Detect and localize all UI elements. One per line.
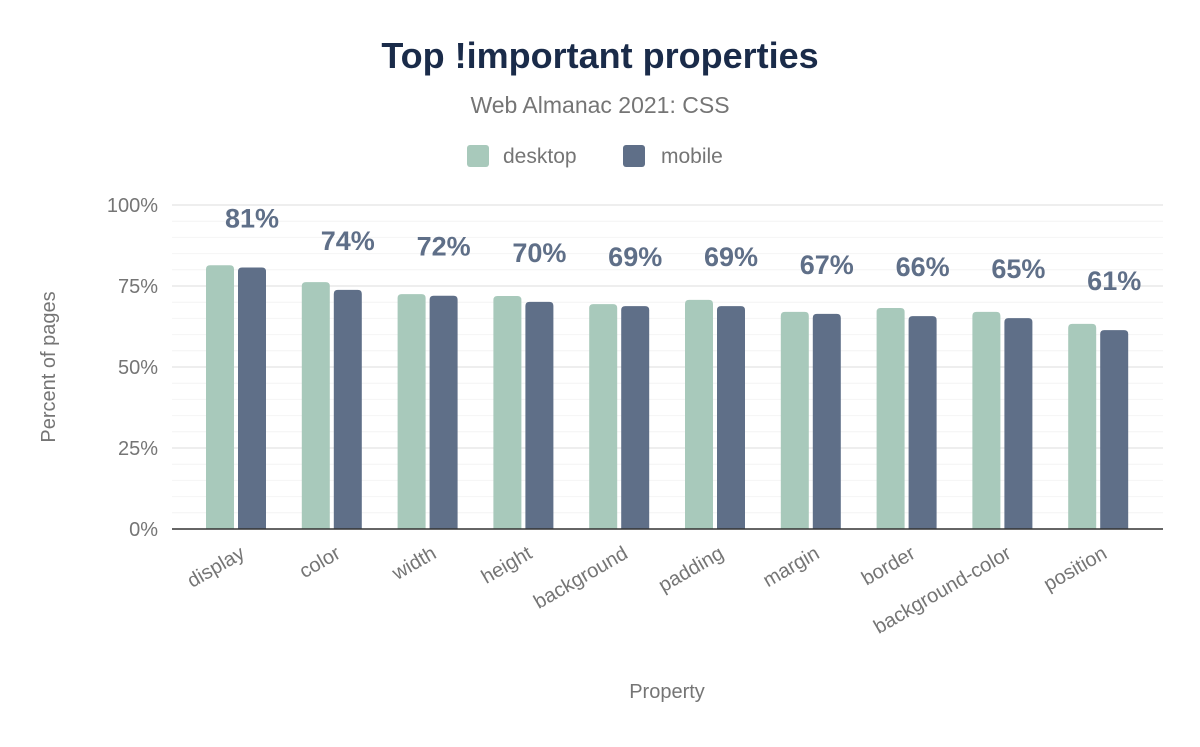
bar-mobile-color <box>333 289 362 529</box>
bar-mobile-background <box>621 306 650 529</box>
bar-mobile-border <box>908 316 937 529</box>
y-tick-label: 75% <box>118 276 158 298</box>
x-tick-label: background <box>530 542 632 613</box>
bar-desktop-margin <box>780 311 809 529</box>
bar-desktop-background-color <box>972 311 1001 529</box>
data-label: 69% <box>704 242 758 272</box>
y-tick-label: 0% <box>129 519 158 541</box>
bar-mobile-background-color <box>1004 318 1033 529</box>
y-tick-label: 100% <box>107 195 158 217</box>
data-label: 70% <box>512 238 566 268</box>
x-axis-label: Property <box>629 681 705 703</box>
y-tick-label: 25% <box>118 438 158 460</box>
bar-mobile-width <box>429 295 458 529</box>
data-label: 67% <box>800 250 854 280</box>
legend-swatch-mobile <box>623 145 645 167</box>
legend-swatch-desktop <box>467 145 489 167</box>
data-label: 65% <box>991 254 1045 284</box>
legend-label-mobile: mobile <box>661 145 723 168</box>
data-label: 66% <box>896 252 950 282</box>
x-tick-label: border <box>858 542 919 590</box>
x-tick-label: color <box>296 542 345 583</box>
bar-desktop-display <box>206 265 234 529</box>
bar-desktop-background <box>589 304 618 529</box>
legend: desktop mobile <box>467 145 723 168</box>
bar-mobile-position <box>1100 330 1129 529</box>
chart-subtitle: Web Almanac 2021: CSS <box>470 92 729 118</box>
x-tick-label: display <box>184 542 249 592</box>
legend-label-desktop: desktop <box>503 145 577 168</box>
bar-mobile-padding <box>717 306 745 529</box>
bar-desktop-color <box>301 282 330 529</box>
bar-desktop-padding <box>685 299 713 529</box>
data-label: 74% <box>321 226 375 256</box>
bar-mobile-margin <box>812 313 841 529</box>
data-label: 61% <box>1087 266 1141 296</box>
x-tick-label: margin <box>759 542 823 592</box>
data-label: 81% <box>225 204 279 234</box>
x-tick-label: height <box>478 542 537 589</box>
y-tick-label: 50% <box>118 357 158 379</box>
x-tick-label: padding <box>655 542 728 597</box>
bar-mobile-height <box>525 301 554 529</box>
data-label: 69% <box>608 242 662 272</box>
bar-desktop-width <box>397 294 426 529</box>
bar-desktop-height <box>493 296 522 529</box>
bar-desktop-position <box>1068 323 1097 529</box>
x-tick-label: position <box>1040 542 1111 596</box>
data-label: 72% <box>417 232 471 262</box>
x-tick-label: width <box>388 542 440 585</box>
bar-desktop-border <box>876 308 905 529</box>
chart-title: Top !important properties <box>381 35 818 76</box>
y-axis-label: Percent of pages <box>38 291 60 442</box>
bar-mobile-display <box>238 267 266 529</box>
